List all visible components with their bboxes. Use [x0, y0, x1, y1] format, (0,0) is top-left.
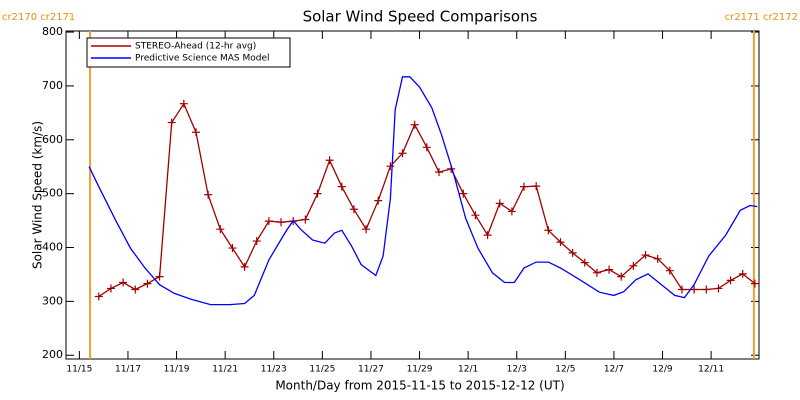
data-point — [143, 279, 152, 288]
chart-title: Solar Wind Speed Comparisons — [303, 8, 538, 26]
x-tick-label: 11/15 — [66, 365, 92, 375]
y-tick-label: 800 — [42, 25, 63, 38]
data-point — [167, 118, 176, 127]
x-tick-label: 11/19 — [164, 365, 190, 375]
y-tick-label: 200 — [42, 348, 63, 361]
data-point — [179, 99, 188, 108]
data-point — [544, 226, 553, 235]
data-point — [471, 211, 480, 220]
data-point — [313, 189, 322, 198]
data-point — [386, 162, 395, 171]
data-point — [702, 285, 711, 294]
data-point — [629, 261, 638, 270]
data-point — [216, 225, 225, 234]
data-point — [277, 218, 286, 227]
data-point — [665, 266, 674, 275]
y-tick-label: 700 — [42, 79, 63, 92]
x-tick-label: 11/23 — [261, 365, 287, 375]
data-point — [677, 285, 686, 294]
data-point — [617, 272, 626, 281]
data-point — [362, 225, 371, 234]
data-point — [301, 215, 310, 224]
data-point — [106, 284, 115, 293]
data-point — [398, 149, 407, 158]
data-point — [240, 262, 249, 271]
data-point — [726, 276, 735, 285]
data-point — [592, 268, 601, 277]
data-point — [580, 258, 589, 267]
x-tick-label: 11/25 — [309, 365, 335, 375]
annotation: cr2171 cr2172 — [725, 12, 798, 23]
series-line — [88, 76, 758, 306]
data-point — [422, 143, 431, 152]
y-tick-label: 300 — [42, 294, 63, 307]
y-tick-label: 600 — [42, 133, 63, 146]
data-point — [495, 199, 504, 208]
data-point — [337, 182, 346, 191]
x-tick-label: 11/21 — [212, 365, 238, 375]
data-point — [94, 292, 103, 301]
data-point — [191, 128, 200, 137]
data-point — [410, 120, 419, 129]
annotation: cr2170 cr2171 — [2, 12, 75, 23]
x-tick-label: 12/1 — [458, 365, 478, 375]
x-tick-label: 12/11 — [698, 365, 724, 375]
x-tick-label: 12/5 — [555, 365, 575, 375]
x-tick-label: 12/3 — [507, 365, 527, 375]
data-point — [556, 238, 565, 247]
data-point — [228, 244, 237, 253]
legend-label: Predictive Science MAS Model — [135, 54, 270, 64]
y-tick-label: 500 — [42, 187, 63, 200]
data-point — [605, 265, 614, 274]
data-point — [434, 168, 443, 177]
data-point — [119, 278, 128, 287]
data-point — [374, 196, 383, 205]
data-point — [738, 269, 747, 278]
data-point — [349, 205, 358, 214]
data-point — [653, 254, 662, 263]
data-point — [131, 285, 140, 294]
data-point — [155, 272, 164, 281]
data-point — [252, 237, 261, 246]
x-tick-label: 11/27 — [358, 365, 384, 375]
x-tick-label: 12/9 — [652, 365, 672, 375]
data-point — [750, 279, 759, 288]
data-point — [264, 217, 273, 226]
data-point — [483, 231, 492, 240]
plot-frame — [65, 30, 760, 360]
y-tick-label: 400 — [42, 241, 63, 254]
data-point — [204, 190, 213, 199]
x-tick-label: 11/17 — [115, 365, 141, 375]
data-point — [532, 182, 541, 191]
y-axis-label: Solar Wind Speed (km/s) — [31, 121, 45, 269]
legend-box — [86, 37, 291, 68]
legend-label: STEREO-Ahead (12-hr avg) — [135, 42, 256, 52]
x-axis-label: Month/Day from 2015-11-15 to 2015-12-12 … — [275, 379, 564, 393]
data-point — [459, 189, 468, 198]
data-point — [690, 285, 699, 294]
x-tick-label: 12/7 — [604, 365, 624, 375]
data-point — [714, 284, 723, 293]
x-tick-label: 11/29 — [407, 365, 433, 375]
data-point — [568, 248, 577, 257]
data-point — [507, 207, 516, 216]
data-point — [520, 182, 529, 191]
data-point — [325, 156, 334, 165]
data-point — [641, 251, 650, 260]
